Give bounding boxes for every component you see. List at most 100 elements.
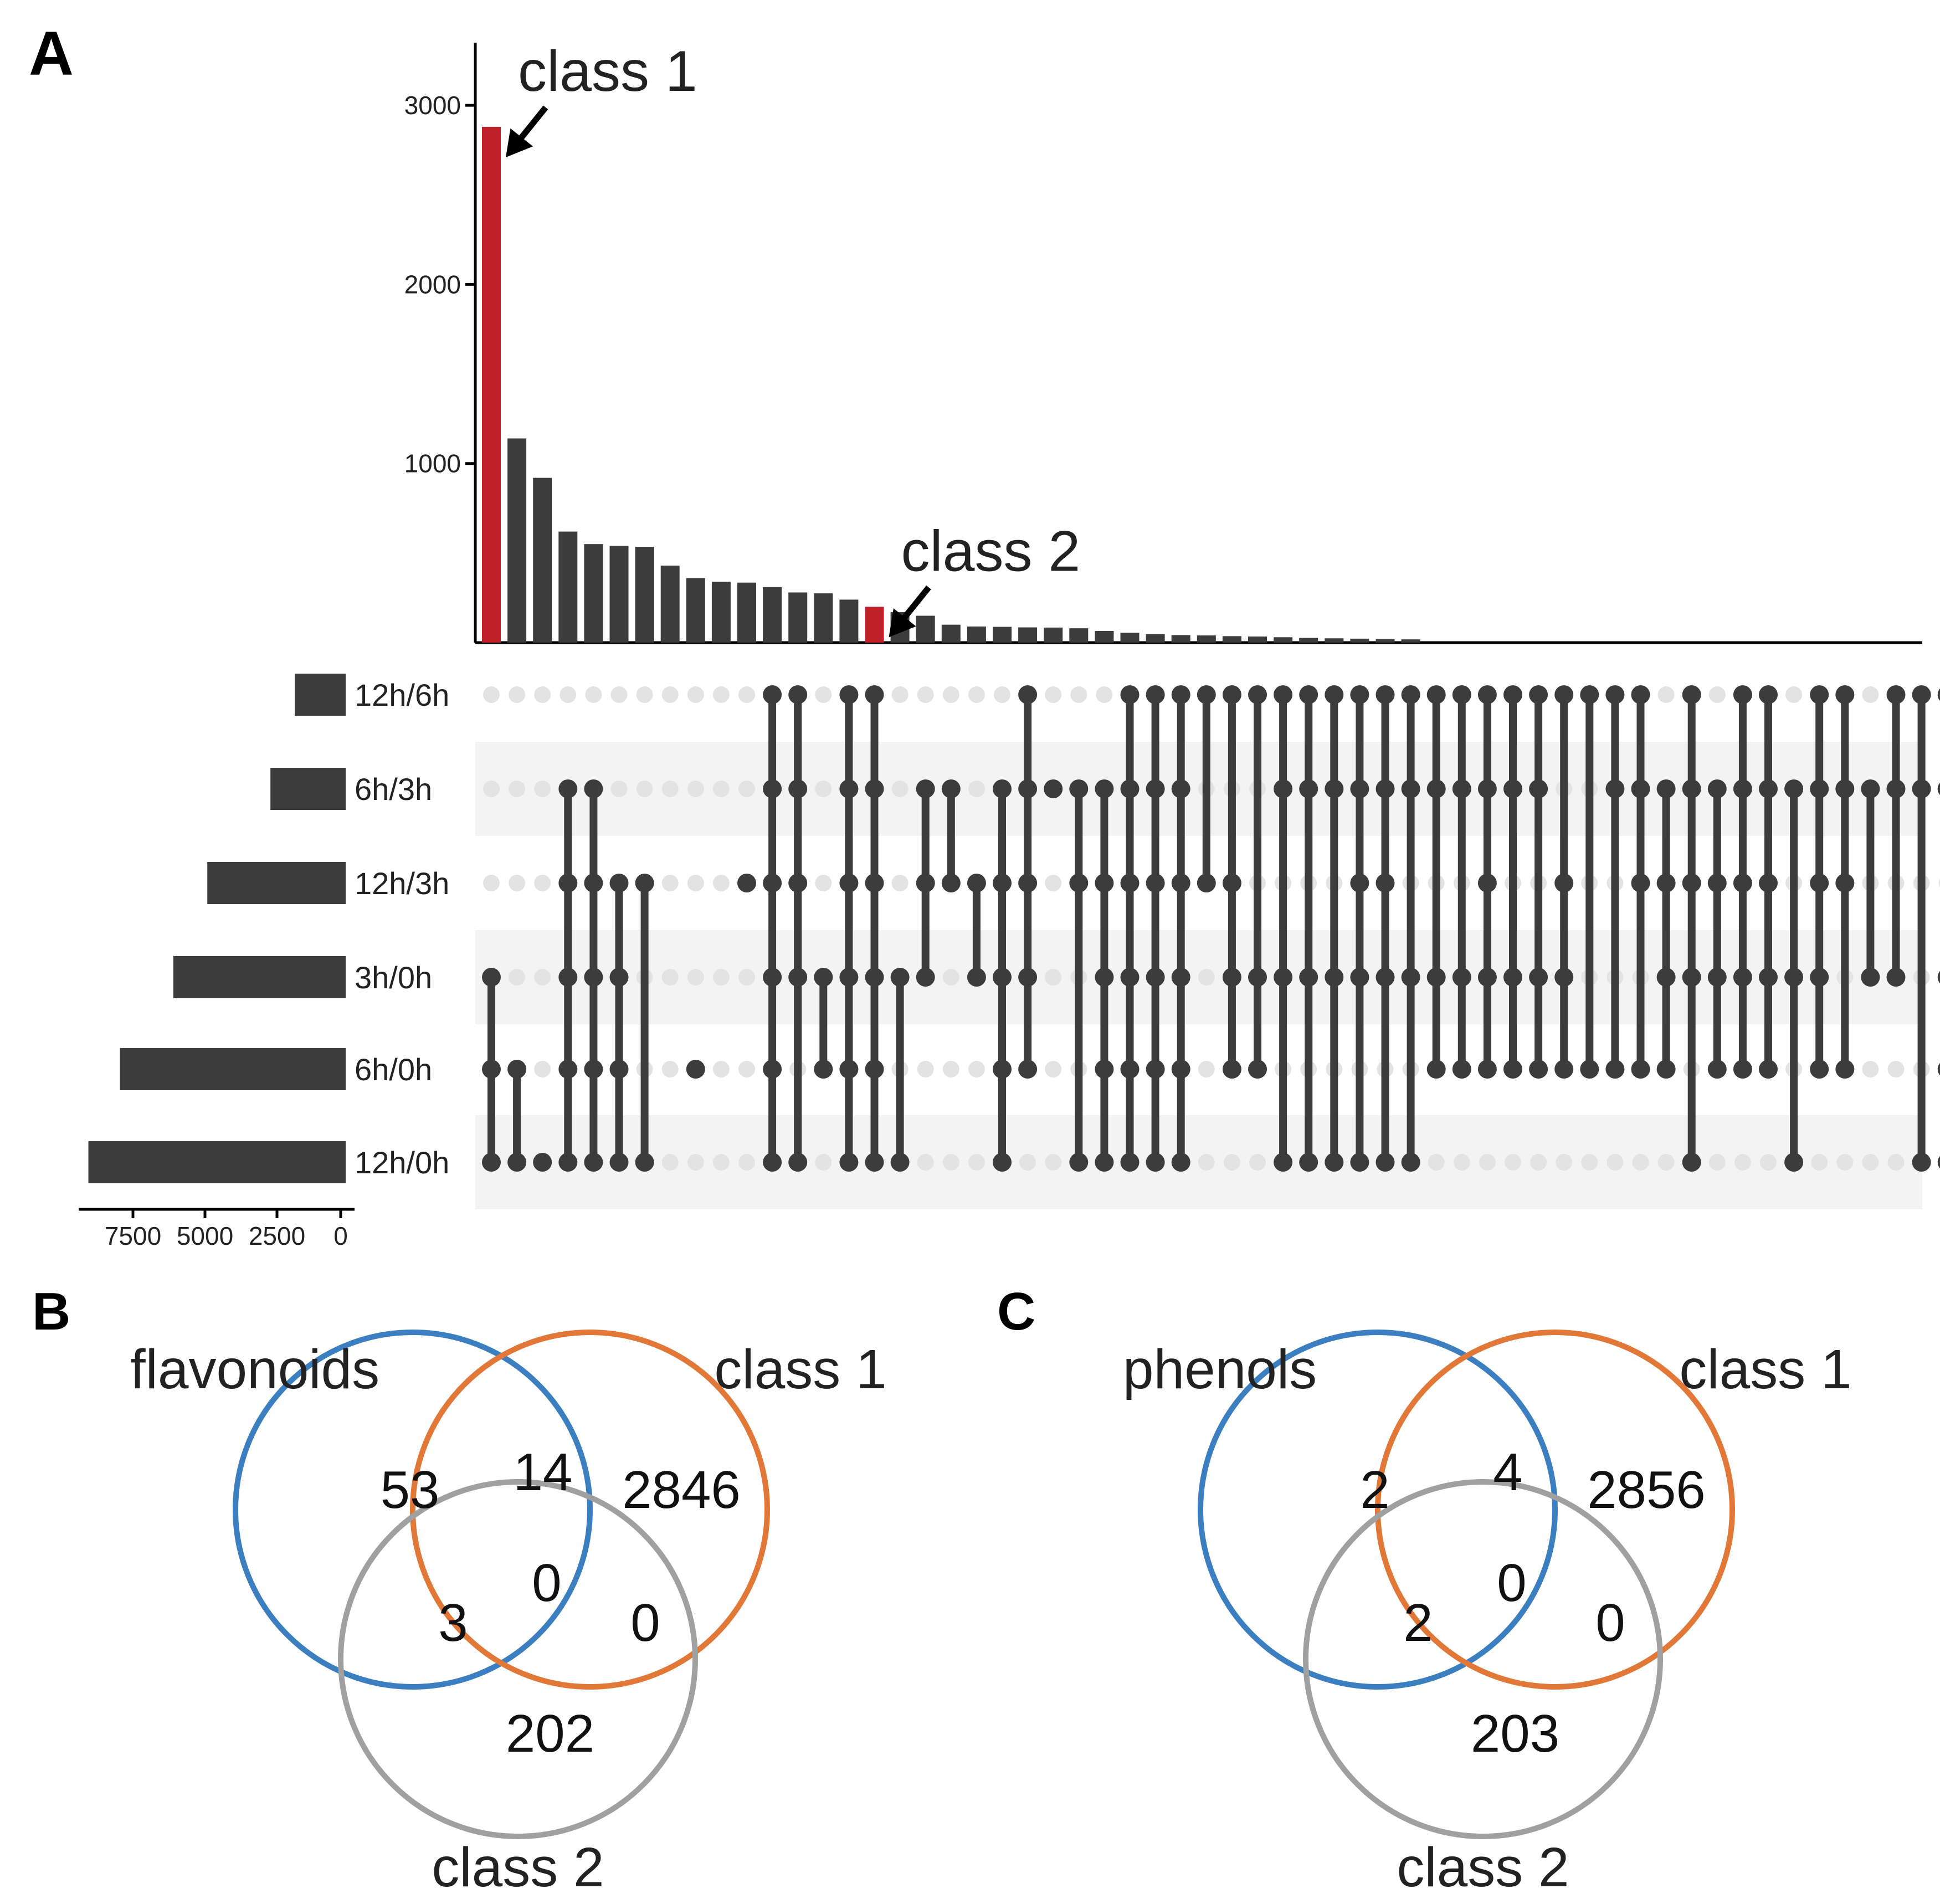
matrix-dot-active [1350, 779, 1369, 798]
matrix-dot-inactive [687, 969, 704, 986]
matrix-dot-active [1069, 1153, 1089, 1172]
matrix-dot-inactive [1530, 1154, 1547, 1171]
matrix-dot-inactive [610, 781, 628, 797]
matrix-dot-inactive [815, 781, 832, 797]
venn-region-count: 0 [1595, 1593, 1625, 1652]
matrix-dot-active [1401, 968, 1420, 987]
matrix-dot-active [993, 874, 1012, 892]
matrix-dot-active [1733, 968, 1752, 987]
intersection-bar [1248, 637, 1267, 643]
matrix-dot-active [890, 968, 910, 987]
matrix-dot-inactive [509, 969, 526, 986]
matrix-dot-inactive [534, 969, 551, 986]
matrix-dot-inactive [712, 875, 730, 891]
matrix-dot-active [1350, 1153, 1369, 1172]
matrix-dot-active [1886, 779, 1906, 798]
matrix-dot-active [1325, 685, 1344, 704]
matrix-dot-active [993, 968, 1012, 987]
matrix-dot-active [1146, 1153, 1165, 1172]
venn-region-count: 0 [532, 1553, 561, 1613]
matrix-dot-active [1376, 779, 1395, 798]
matrix-dot-active [482, 1060, 501, 1079]
matrix-dot-inactive [1428, 1154, 1445, 1171]
matrix-dot-active [1605, 685, 1625, 704]
matrix-dot-active [1274, 685, 1293, 704]
matrix-dot-active [1426, 685, 1446, 704]
set-size-bar [120, 1048, 346, 1090]
matrix-dot-active [1350, 685, 1369, 704]
matrix-dot-inactive [942, 686, 959, 703]
matrix-dot-active [1554, 874, 1574, 892]
matrix-dot-active [890, 1153, 910, 1172]
matrix-dot-active [788, 968, 808, 987]
matrix-dot-active [763, 1060, 782, 1079]
matrix-dot-active [1937, 971, 1940, 984]
set-size-bar [294, 674, 346, 716]
matrix-dot-inactive [661, 781, 679, 797]
matrix-dot-inactive [1045, 875, 1062, 891]
matrix-dot-active [814, 1060, 833, 1079]
venn-set-label: phenols [1123, 1338, 1317, 1400]
matrix-dot-active [584, 1060, 603, 1079]
matrix-dot-inactive [1887, 1061, 1905, 1077]
matrix-dot-active [1861, 779, 1880, 798]
matrix-dot-inactive [1708, 686, 1726, 703]
matrix-dot-active [1682, 1153, 1701, 1172]
intersection-bar [1299, 638, 1318, 643]
venn-set-label: class 2 [432, 1836, 604, 1898]
matrix-dot-active [686, 1060, 705, 1079]
matrix-dot-inactive [1096, 686, 1113, 703]
matrix-dot-active [967, 968, 986, 987]
y-tick-label: 2000 [404, 270, 461, 299]
matrix-dot-active [1120, 685, 1140, 704]
matrix-dot-active [839, 1153, 859, 1172]
matrix-dot-inactive [1938, 879, 1940, 887]
matrix-dot-active [839, 685, 859, 704]
matrix-dot-active [1759, 968, 1778, 987]
matrix-dot-active [558, 968, 578, 987]
intersection-bar [660, 565, 680, 643]
matrix-dot-active [1299, 779, 1318, 798]
matrix-dot-inactive [1198, 969, 1215, 986]
matrix-dot-active [1120, 1060, 1140, 1079]
matrix-dot-active [1682, 685, 1701, 704]
intersection-bar [686, 578, 705, 643]
matrix-dot-inactive [1479, 1154, 1496, 1171]
matrix-dot-active [1452, 685, 1471, 704]
matrix-dot-active [1529, 968, 1548, 987]
venn-set-label: class 1 [1679, 1338, 1851, 1400]
matrix-dot-active [1912, 685, 1931, 704]
matrix-dot-active [1477, 1060, 1497, 1079]
matrix-dot-inactive [534, 781, 551, 797]
matrix-dot-inactive [1198, 1061, 1215, 1077]
matrix-dot-active [839, 779, 859, 798]
intersection-bar [584, 544, 603, 643]
matrix-dot-active [1376, 1153, 1395, 1172]
matrix-dot-active [1707, 779, 1727, 798]
matrix-dot-active [1580, 1060, 1599, 1079]
matrix-dot-active [1810, 1060, 1829, 1079]
matrix-dot-active [1350, 874, 1369, 892]
panel-a: A 1000 2000 3000 class 1 class 2 12h/6h 6h/3h 12… [29, 19, 1940, 1250]
matrix-dot-inactive [661, 686, 679, 703]
matrix-dot-active [584, 968, 603, 987]
venn-region-count: 2846 [622, 1460, 741, 1520]
matrix-dot-active [1274, 779, 1293, 798]
intersection-bar [839, 599, 859, 643]
matrix-dot-active [1886, 685, 1906, 704]
annotation-arrow-head [889, 608, 916, 638]
matrix-dot-inactive [1249, 1154, 1266, 1171]
annotation-arrow-head [506, 128, 533, 157]
matrix-dot-active [1274, 1153, 1293, 1172]
matrix-dot-active [1426, 779, 1446, 798]
intersection-bar [814, 593, 833, 643]
matrix-dot-active [1120, 779, 1140, 798]
matrix-dot-inactive [917, 1061, 934, 1077]
matrix-dot-active [1044, 779, 1063, 798]
y-tick-label: 3000 [404, 91, 461, 120]
matrix-dot-active [1937, 1156, 1940, 1169]
matrix-dot-active [839, 968, 859, 987]
matrix-dot-active [1759, 874, 1778, 892]
